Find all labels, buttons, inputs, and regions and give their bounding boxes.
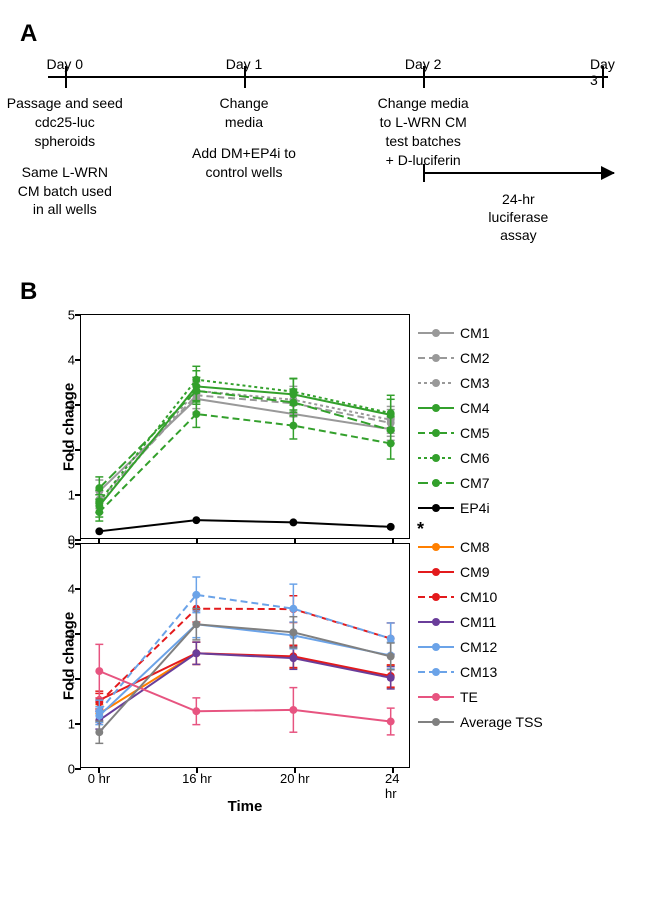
assay-label: 24-hrluciferaseassay bbox=[488, 190, 548, 245]
assay-arrow bbox=[423, 172, 613, 174]
legend-item: CM4 bbox=[418, 397, 543, 418]
legend-label: CM5 bbox=[460, 425, 490, 441]
y-axis-label: Fold change bbox=[61, 611, 78, 699]
legend-label: CM11 bbox=[460, 614, 496, 630]
timeline-column: ChangemediaAdd DM+EP4i tocontrol wells bbox=[159, 94, 329, 194]
legend-label: EP4i bbox=[460, 500, 490, 516]
y-tick-label: 4 bbox=[68, 353, 81, 368]
x-tick-label: 0 hr bbox=[88, 767, 110, 786]
legend-item: CM3 bbox=[418, 372, 543, 393]
legend-label: TE bbox=[460, 689, 478, 705]
legend-item: CM7 bbox=[418, 472, 543, 493]
legend-label: CM4 bbox=[460, 400, 490, 416]
legend-label: CM10 bbox=[460, 589, 497, 605]
legend-label: CM13 bbox=[460, 664, 497, 680]
y-tick-label: 0 bbox=[68, 762, 81, 777]
legend-item: CM9 bbox=[418, 561, 543, 582]
legend-item: CM10 bbox=[418, 586, 543, 607]
legend-item: CM2 bbox=[418, 347, 543, 368]
legend-item: EP4i bbox=[418, 497, 543, 518]
legend-label: CM6 bbox=[460, 450, 490, 466]
legend-label: CM7 bbox=[460, 475, 490, 491]
legend-label: CM9 bbox=[460, 564, 490, 580]
legend: CM1 CM2 CM3 CM4 CM5 CM6 CM7 EP4i CM8 CM9 CM10 CM11 C… bbox=[418, 314, 543, 815]
figure: A Day 0Day 1Day 2Day 3 Passage and seedc… bbox=[20, 20, 652, 815]
timeline: Day 0Day 1Day 2Day 3 Passage and seedcdc… bbox=[48, 56, 608, 254]
legend-item: Average TSS bbox=[418, 711, 543, 732]
panel-b: 012345Fold change*0123450 hr16 hr20 hr24… bbox=[20, 314, 652, 815]
legend-label: CM2 bbox=[460, 350, 490, 366]
legend-item: CM12 bbox=[418, 636, 543, 657]
panel-a-label: A bbox=[20, 20, 652, 48]
y-tick-label: 5 bbox=[68, 308, 81, 323]
y-tick-label: 1 bbox=[68, 717, 81, 732]
legend-item: CM11 bbox=[418, 611, 543, 632]
x-axis-label: Time bbox=[80, 798, 410, 815]
legend-item: CM8 bbox=[418, 536, 543, 557]
y-tick-label: 5 bbox=[68, 537, 81, 552]
x-tick-label: 20 hr bbox=[280, 767, 310, 786]
chart: 012345Fold change* bbox=[80, 314, 410, 539]
legend-label: CM12 bbox=[460, 639, 497, 655]
y-tick-label: 1 bbox=[68, 488, 81, 503]
chart: 0123450 hr16 hr20 hr24 hrFold change bbox=[80, 543, 410, 768]
legend-label: CM3 bbox=[460, 375, 490, 391]
legend-label: CM1 bbox=[460, 325, 490, 341]
legend-label: Average TSS bbox=[460, 714, 543, 730]
legend-item: CM1 bbox=[418, 322, 543, 343]
legend-item: CM5 bbox=[418, 422, 543, 443]
x-tick-label: 16 hr bbox=[182, 767, 212, 786]
legend-label: CM8 bbox=[460, 539, 490, 555]
legend-item: CM6 bbox=[418, 447, 543, 468]
y-axis-label: Fold change bbox=[61, 382, 78, 470]
y-tick-label: 4 bbox=[68, 582, 81, 597]
significance-asterisk: * bbox=[417, 519, 424, 540]
legend-item: TE bbox=[418, 686, 543, 707]
timeline-column: Passage and seedcdc25-lucspheroidsSame L… bbox=[0, 94, 150, 231]
panel-b-label: B bbox=[20, 278, 652, 306]
x-tick-label: 24 hr bbox=[385, 767, 401, 801]
legend-item: CM13 bbox=[418, 661, 543, 682]
